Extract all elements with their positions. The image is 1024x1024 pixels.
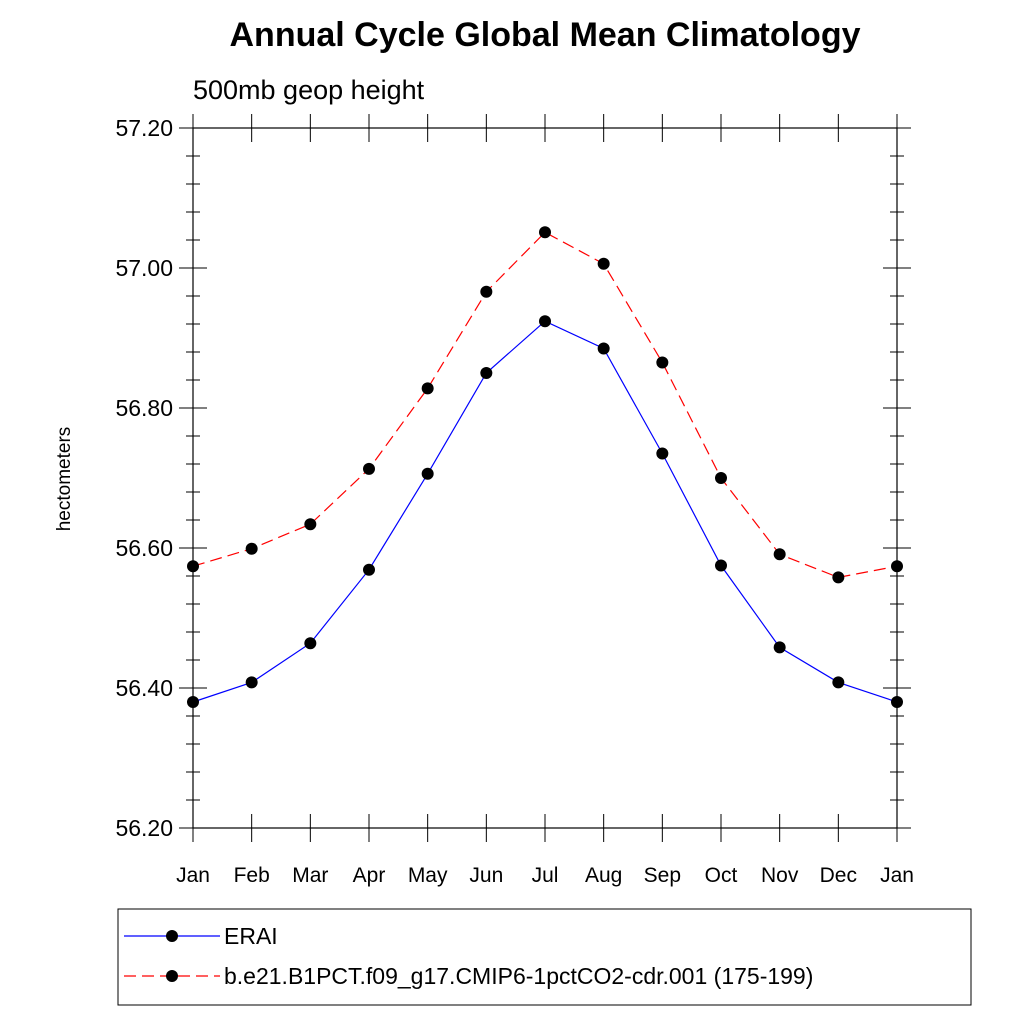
- x-tick-label: Feb: [234, 864, 270, 887]
- data-point: [539, 226, 551, 239]
- legend-marker: [166, 970, 178, 982]
- data-point: [245, 542, 258, 555]
- data-point: [480, 367, 493, 379]
- x-tick-label: Jul: [532, 864, 559, 887]
- data-point: [773, 548, 786, 561]
- x-tick-labels: Jan Feb Mar Apr May Jun Jul Aug Sep Oct Nov Dec Jan: [176, 864, 914, 887]
- legend-box: [117, 908, 972, 1006]
- data-point: [891, 696, 903, 708]
- y-tick-label: 56.20: [115, 815, 173, 841]
- x-tick-label: Sep: [644, 864, 681, 887]
- y-tick-label: 57.00: [115, 255, 173, 281]
- y-tick-label: 56.60: [115, 535, 173, 561]
- y-tick-label: 57.20: [115, 115, 173, 141]
- data-point: [715, 472, 727, 484]
- data-point: [245, 676, 258, 689]
- data-point: [773, 641, 786, 654]
- data-point: [832, 676, 845, 689]
- x-tick-label: Jan: [176, 864, 210, 887]
- x-tick-label: Jan: [880, 864, 914, 887]
- y-tick-label: 56.80: [115, 395, 173, 421]
- x-tick-label: Dec: [820, 864, 857, 887]
- data-point: [363, 462, 375, 475]
- data-point: [597, 342, 610, 355]
- chart-title: Annual Cycle Global Mean Climatology: [230, 16, 861, 54]
- data-point: [187, 696, 199, 708]
- legend-label: ERAI: [224, 923, 278, 949]
- x-tick-label: May: [408, 864, 448, 887]
- data-point: [891, 560, 903, 573]
- series-line: [192, 231, 898, 579]
- data-point: [539, 315, 551, 328]
- x-tick-label: Aug: [585, 864, 622, 887]
- data-point: [597, 257, 610, 270]
- series-line: [192, 320, 898, 703]
- data-point: [656, 356, 669, 369]
- y-tick-label: 56.40: [115, 675, 173, 701]
- x-tick-label: Mar: [292, 864, 328, 887]
- axis-ticks: [179, 114, 911, 842]
- x-tick-label: Oct: [705, 864, 738, 887]
- data-point: [304, 518, 317, 531]
- series-layer: [187, 226, 903, 708]
- x-tick-label: Apr: [353, 864, 386, 887]
- legend-marker: [166, 930, 178, 942]
- chart-subtitle: 500mb geop height: [193, 75, 425, 105]
- data-point: [187, 560, 199, 573]
- x-tick-label: Jun: [469, 864, 503, 887]
- data-point: [656, 447, 669, 460]
- data-point: [421, 382, 434, 395]
- data-point: [832, 571, 845, 584]
- legend-label: b.e21.B1PCT.f09_g17.CMIP6-1pctCO2-cdr.00…: [224, 963, 813, 989]
- data-point: [363, 563, 375, 576]
- data-point: [480, 285, 493, 298]
- legend: ERAI b.e21.B1PCT.f09_g17.CMIP6-1pctCO2-cd…: [124, 923, 813, 989]
- data-point: [304, 637, 317, 650]
- y-axis-label: hectometers: [54, 427, 75, 532]
- data-point: [715, 559, 727, 572]
- x-tick-label: Nov: [761, 864, 799, 887]
- y-tick-labels: 56.20 56.40 56.60 56.80 57.00 57.20: [115, 115, 173, 841]
- data-point: [421, 467, 434, 480]
